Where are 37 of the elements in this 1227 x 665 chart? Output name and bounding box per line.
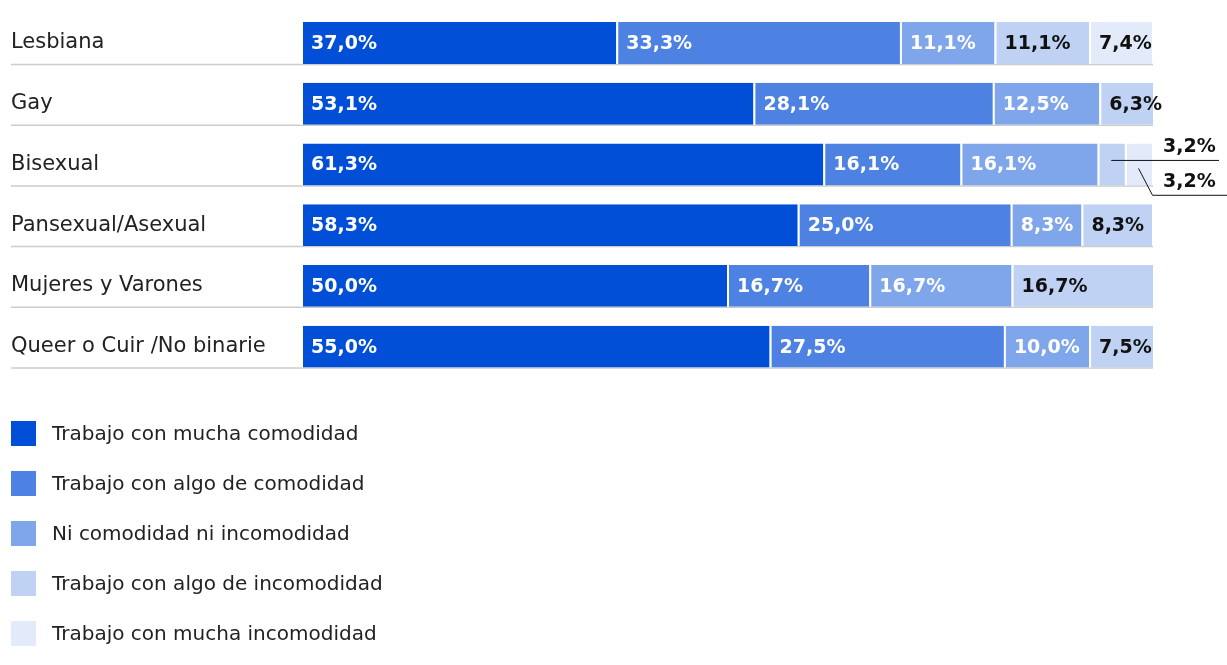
legend-label: Trabajo con algo de incomodidad bbox=[52, 571, 383, 595]
data-label: 16,1% bbox=[833, 152, 900, 175]
data-label: 25,0% bbox=[807, 213, 874, 236]
data-label: 50,0% bbox=[311, 273, 377, 296]
data-label: 27,5% bbox=[779, 334, 846, 357]
data-label: 16,1% bbox=[970, 152, 1037, 175]
data-label: 3,2% bbox=[1163, 133, 1216, 156]
data-label: 8,3% bbox=[1091, 213, 1145, 236]
data-label: 8,3% bbox=[1020, 213, 1074, 236]
data-label: 10,0% bbox=[1013, 334, 1080, 357]
legend-label: Trabajo con mucha incomodidad bbox=[52, 621, 377, 645]
data-label: 16,7% bbox=[1021, 273, 1088, 296]
data-label: 6,3% bbox=[1109, 91, 1163, 114]
legend-label: Trabajo con algo de comodidad bbox=[52, 471, 365, 495]
data-label: 28,1% bbox=[763, 91, 830, 114]
data-label: 37,0% bbox=[311, 30, 377, 53]
y-tick-label: Mujeres y Varones bbox=[11, 272, 203, 297]
data-label: 58,3% bbox=[311, 213, 377, 236]
data-label: 61,3% bbox=[311, 152, 377, 175]
y-tick-label: Lesbiana bbox=[11, 29, 105, 54]
y-tick-label: Pansexual/Asexual bbox=[11, 211, 207, 236]
data-label: 16,7% bbox=[879, 273, 946, 296]
data-label: 11,1% bbox=[909, 30, 976, 53]
data-label: 53,1% bbox=[311, 91, 377, 114]
y-tick-label: Queer o Cuir /No binarie bbox=[11, 333, 266, 358]
data-label: 7,5% bbox=[1099, 334, 1152, 357]
data-label: 3,2% bbox=[1163, 169, 1216, 192]
y-tick-label: Gay bbox=[11, 90, 53, 115]
data-label: 33,3% bbox=[626, 30, 693, 53]
data-label: 55,0% bbox=[311, 334, 377, 357]
data-label: 12,5% bbox=[1002, 91, 1069, 114]
data-label: 16,7% bbox=[737, 273, 803, 296]
data-label: 7,4% bbox=[1099, 30, 1152, 53]
y-tick-label: Bisexual bbox=[11, 150, 100, 175]
legend-label: Ni comodidad ni incomodidad bbox=[52, 521, 350, 545]
legend-label: Trabajo con mucha comodidad bbox=[52, 421, 359, 445]
data-label: 11,1% bbox=[1004, 30, 1071, 53]
